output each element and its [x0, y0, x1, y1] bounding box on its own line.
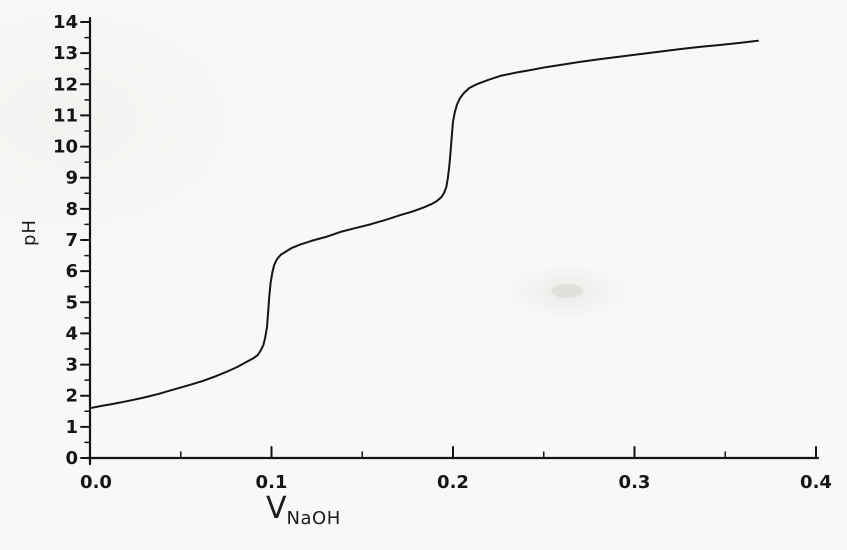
y-tick-label: 8: [65, 199, 78, 220]
y-axis-label: pH: [18, 219, 40, 246]
y-tick-label: 0: [65, 448, 78, 469]
titration-curve: [89, 39, 759, 410]
x-axis-label-main: V: [266, 491, 287, 526]
y-tick-label: 13: [53, 43, 78, 64]
x-tick-label: 0.4: [800, 472, 832, 493]
y-tick-label: 14: [53, 12, 78, 33]
y-tick-label: 2: [65, 386, 78, 407]
x-tick-label: 0.0: [80, 472, 112, 493]
y-tick-label: 11: [53, 105, 78, 126]
y-tick-label: 4: [65, 323, 78, 344]
y-tick-label: 12: [53, 74, 78, 95]
scan-smudge: [551, 284, 583, 298]
x-axis-label-sub: NaOH: [286, 508, 341, 529]
x-tick-label: 0.2: [437, 472, 469, 493]
y-tick-label: 5: [65, 292, 78, 313]
x-axis-label: VNaOH: [266, 494, 341, 528]
x-tick-label: 0.1: [256, 472, 288, 493]
y-tick-label: 10: [53, 137, 78, 158]
x-tick-label: 0.3: [619, 472, 651, 493]
y-tick-label: 9: [65, 168, 78, 189]
y-tick-label: 6: [65, 261, 78, 282]
y-tick-label: 7: [65, 230, 78, 251]
y-tick-label: 1: [65, 417, 78, 438]
y-tick-label: 3: [65, 355, 78, 376]
